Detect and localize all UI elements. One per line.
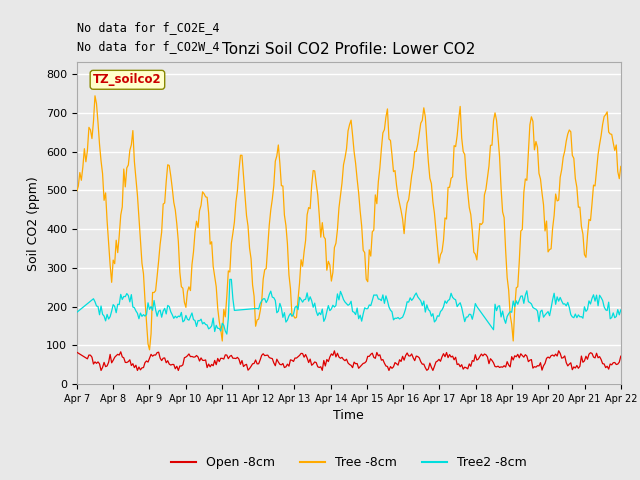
Open -8cm	[237, 361, 244, 367]
Tree -8cm	[314, 192, 321, 198]
Tree2 -8cm	[73, 310, 81, 315]
Tree -8cm	[141, 297, 149, 303]
Open -8cm	[73, 349, 81, 355]
Tree2 -8cm	[314, 312, 321, 318]
Tree2 -8cm	[226, 276, 234, 282]
Tree2 -8cm	[617, 307, 625, 313]
Legend: Open -8cm, Tree -8cm, Tree2 -8cm: Open -8cm, Tree -8cm, Tree2 -8cm	[166, 451, 532, 474]
Y-axis label: Soil CO2 (ppm): Soil CO2 (ppm)	[28, 176, 40, 271]
Open -8cm	[97, 368, 105, 373]
Tree -8cm	[589, 182, 597, 188]
Tree2 -8cm	[256, 301, 264, 307]
Tree -8cm	[256, 308, 264, 314]
Tree -8cm	[146, 347, 154, 353]
Title: Tonzi Soil CO2 Profile: Lower CO2: Tonzi Soil CO2 Profile: Lower CO2	[222, 42, 476, 57]
Text: TZ_soilco2: TZ_soilco2	[93, 73, 162, 86]
Tree -8cm	[91, 93, 99, 99]
Line: Open -8cm: Open -8cm	[77, 351, 621, 371]
X-axis label: Time: Time	[333, 409, 364, 422]
Tree -8cm	[238, 153, 246, 158]
Open -8cm	[255, 361, 262, 367]
Tree2 -8cm	[223, 331, 230, 337]
Tree -8cm	[617, 164, 625, 169]
Open -8cm	[264, 352, 271, 358]
Text: No data for f_CO2E_4: No data for f_CO2E_4	[77, 21, 220, 34]
Open -8cm	[312, 360, 320, 365]
Tree2 -8cm	[589, 292, 597, 298]
Tree -8cm	[73, 188, 81, 194]
Tree2 -8cm	[140, 312, 147, 317]
Open -8cm	[617, 353, 625, 359]
Line: Tree -8cm: Tree -8cm	[77, 96, 621, 350]
Tree2 -8cm	[238, 307, 246, 312]
Line: Tree2 -8cm: Tree2 -8cm	[77, 279, 621, 334]
Text: No data for f_CO2W_4: No data for f_CO2W_4	[77, 40, 220, 53]
Open -8cm	[555, 348, 563, 354]
Open -8cm	[589, 354, 597, 360]
Tree -8cm	[266, 222, 273, 228]
Open -8cm	[141, 360, 149, 365]
Tree2 -8cm	[266, 292, 273, 298]
